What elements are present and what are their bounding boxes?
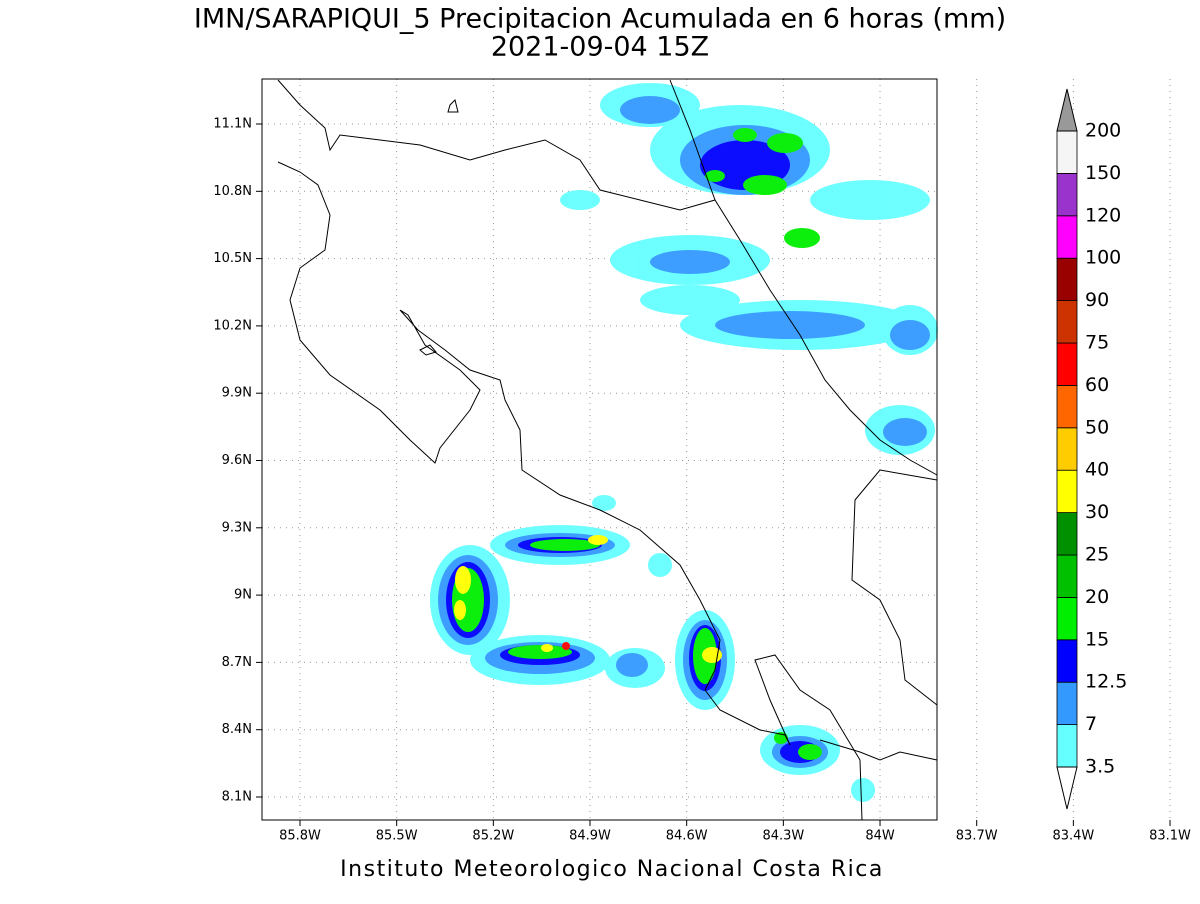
colorbar-label: 12.5	[1085, 671, 1127, 693]
y-tick-label: 10.8N	[213, 184, 252, 199]
colorbar-segment	[1056, 724, 1078, 768]
colorbar-label: 150	[1085, 162, 1121, 184]
colorbar-segment	[1056, 597, 1078, 641]
axis-ticks: 85.8W 85.5W 85.2W 84.9W 84.6W 84.3W 84W 83.7W 83…	[213, 117, 1191, 844]
x-tick-label: 83.4W	[1052, 829, 1094, 844]
colorbar: 3.5 7 12.5 15 20 25 30 40 50 60 75 90 100 120 150 200	[1056, 88, 1127, 810]
colorbar-label: 20	[1085, 586, 1109, 608]
colorbar-label: 40	[1085, 459, 1109, 481]
panama-coast	[819, 739, 938, 761]
coastlines	[277, 79, 938, 821]
colorbar-segment	[1056, 384, 1078, 429]
x-tick-label: 85.2W	[472, 829, 514, 844]
colorbar-label: 90	[1085, 289, 1109, 311]
x-tick-label: 84W	[865, 829, 895, 844]
y-tick-label: 10.5N	[213, 251, 252, 266]
colorbar-segment	[1056, 257, 1078, 302]
colorbar-label: 60	[1085, 374, 1109, 396]
x-tick-label: 85.5W	[376, 829, 418, 844]
title: IMN/SARAPIQUI_5 Precipitacion Acumulada …	[194, 4, 1006, 35]
island	[447, 99, 459, 113]
colorbar-over	[1056, 88, 1078, 132]
x-tick-label: 84.9W	[569, 829, 611, 844]
y-tick-label: 9.3N	[222, 520, 252, 535]
colorbar-segment	[1056, 130, 1078, 174]
x-tick-label: 83.1W	[1149, 829, 1191, 844]
colorbar-segment	[1056, 512, 1078, 556]
colorbar-label: 50	[1085, 416, 1109, 438]
colorbar-under	[1056, 766, 1078, 810]
y-tick-label: 10.2N	[213, 318, 252, 333]
colorbar-label: 15	[1085, 628, 1109, 650]
y-tick-label: 8.4N	[222, 722, 252, 737]
precipitation	[430, 83, 938, 802]
y-tick-label: 9.6N	[222, 453, 252, 468]
pacific-coast	[277, 161, 863, 821]
colorbar-label: 30	[1085, 501, 1109, 523]
footer: Instituto Meteorologico Nacional Costa R…	[340, 857, 884, 882]
colorbar-label: 75	[1085, 332, 1109, 354]
colorbar-label: 120	[1085, 204, 1121, 226]
colorbar-segment	[1056, 469, 1078, 514]
x-tick-label: 84.3W	[762, 829, 804, 844]
island	[419, 344, 437, 356]
colorbar-segment	[1056, 215, 1078, 259]
colorbar-label: 200	[1085, 120, 1121, 142]
colorbar-segment	[1056, 342, 1078, 386]
colorbar-segment	[1056, 639, 1078, 683]
colorbar-label: 25	[1085, 544, 1109, 566]
subtitle: 2021-09-04 15Z	[491, 32, 709, 63]
colorbar-segment	[1056, 172, 1078, 217]
caribbean-coast	[277, 79, 938, 476]
x-tick-label: 83.7W	[956, 829, 998, 844]
x-tick-label: 84.6W	[666, 829, 708, 844]
rain-red	[562, 642, 570, 650]
border	[669, 79, 716, 201]
y-tick-label: 8.7N	[222, 655, 252, 670]
colorbar-segment	[1056, 681, 1078, 726]
y-tick-label: 11.1N	[213, 117, 252, 132]
y-tick-label: 9N	[234, 588, 252, 603]
y-tick-label: 9.9N	[222, 386, 252, 401]
rain-yellow	[454, 535, 722, 663]
colorbar-label: 100	[1085, 247, 1121, 269]
colorbar-label: 3.5	[1085, 756, 1115, 778]
x-tick-label: 85.8W	[279, 829, 321, 844]
colorbar-label: 7	[1085, 713, 1097, 735]
map-frame	[261, 78, 938, 821]
colorbar-segment	[1056, 427, 1078, 471]
colorbar-segment	[1056, 554, 1078, 598]
panama-border	[851, 469, 938, 706]
y-tick-label: 8.1N	[222, 790, 252, 805]
colorbar-segment	[1056, 300, 1078, 344]
